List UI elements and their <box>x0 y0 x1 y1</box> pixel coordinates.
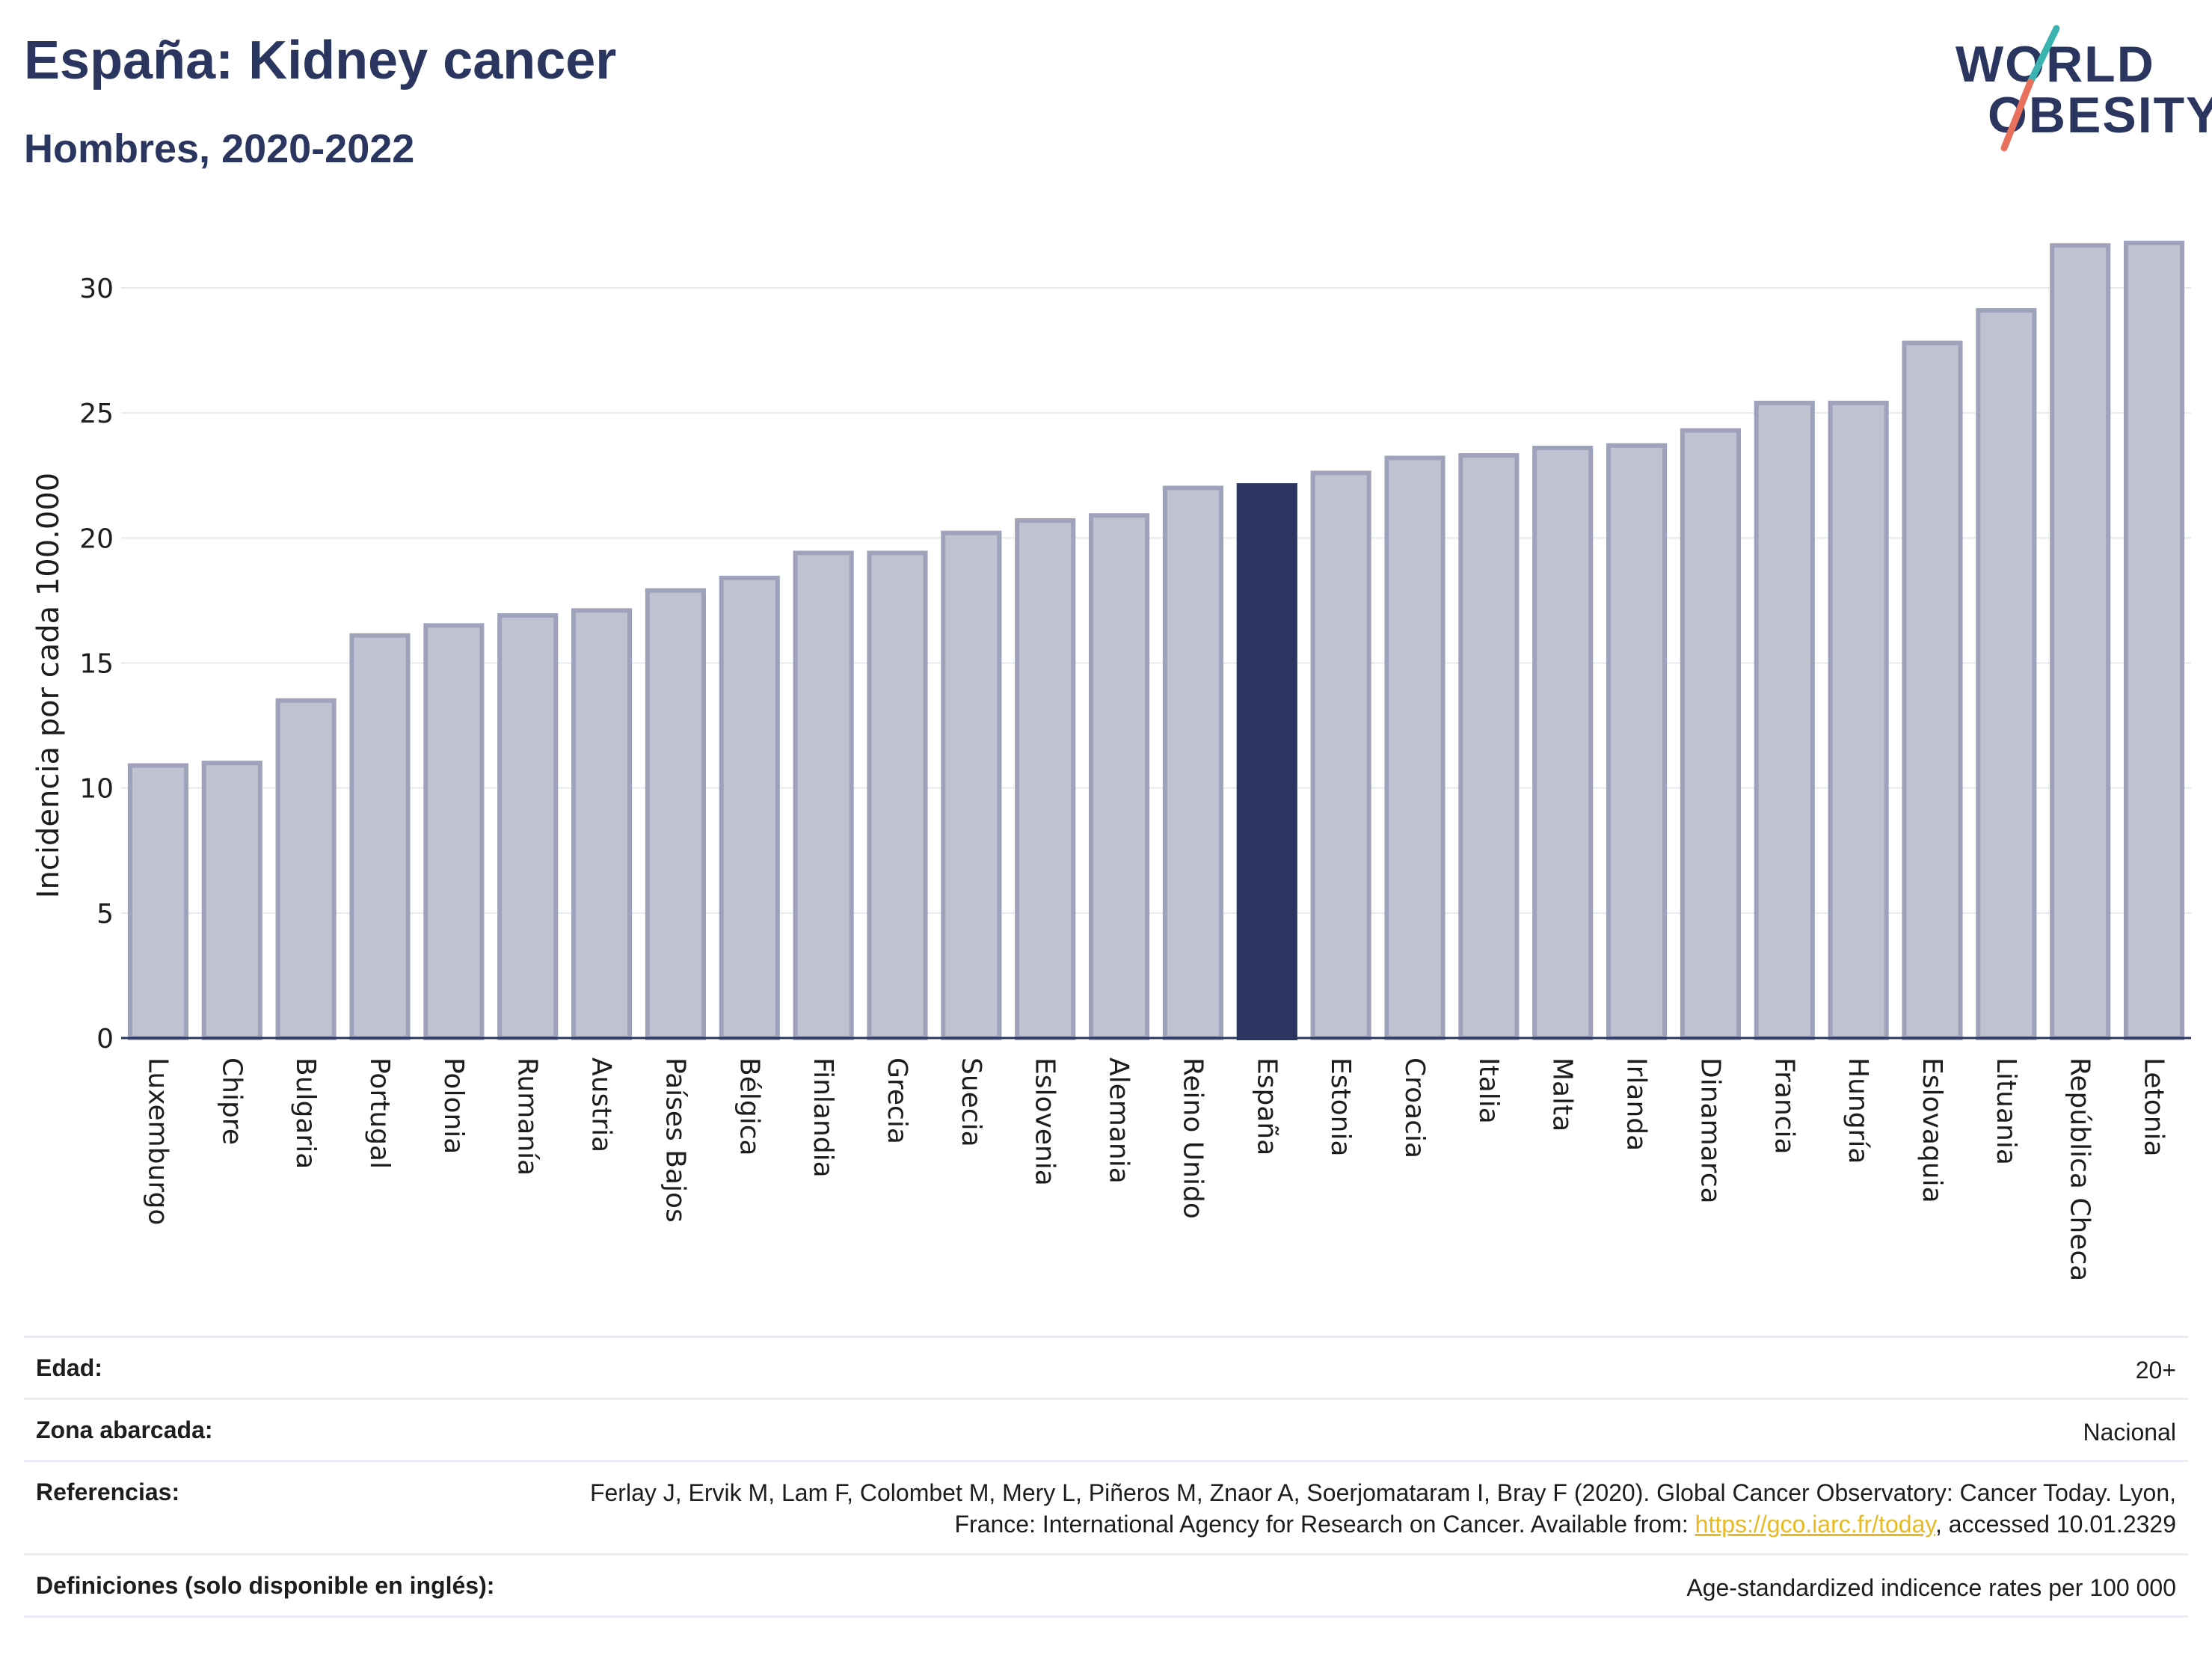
logo-line1: WORLD <box>1956 36 2155 93</box>
x-tick-label: Eslovenia <box>1030 1057 1060 1186</box>
x-tick-label: Malta <box>1547 1057 1578 1132</box>
x-tick-label: Polonia <box>438 1057 469 1154</box>
references-label: Referencias: <box>36 1479 180 1505</box>
y-tick-label: 15 <box>79 649 114 680</box>
bar[interactable] <box>2124 240 2185 1041</box>
y-tick-label: 10 <box>79 774 114 805</box>
x-tick-label: Bulgaria <box>290 1057 321 1169</box>
info-row-age: Edad: 20+ <box>24 1336 2188 1398</box>
info-row-definitions: Definiciones (solo disponible en inglés)… <box>24 1553 2188 1618</box>
bar[interactable] <box>571 608 633 1040</box>
info-table: Edad: 20+ Zona abarcada: Nacional Refere… <box>24 1336 2188 1618</box>
bar[interactable] <box>127 763 188 1040</box>
x-tick-label: Suecia <box>956 1057 986 1147</box>
bar[interactable] <box>1976 308 2037 1040</box>
definitions-value: Age-standardized indicence rates per 100… <box>1686 1574 2176 1601</box>
bar[interactable] <box>349 633 411 1040</box>
x-tick-label: España <box>1251 1057 1282 1155</box>
x-tick-label: Francia <box>1769 1057 1799 1155</box>
x-tick-label: Eslovaquia <box>1917 1057 1947 1203</box>
bar[interactable] <box>719 575 780 1040</box>
x-tick-label: Croacia <box>1399 1057 1430 1158</box>
x-tick-label: Dinamarca <box>1695 1057 1725 1204</box>
bar[interactable] <box>423 623 485 1040</box>
bar[interactable] <box>1680 428 1741 1040</box>
x-tick-label: Letonia <box>2139 1057 2169 1157</box>
bar[interactable] <box>275 698 337 1041</box>
bar[interactable] <box>1532 445 1594 1040</box>
x-tick-label: Rumanía <box>512 1057 543 1176</box>
x-tick-label: Finlandia <box>808 1057 838 1178</box>
bar[interactable] <box>1089 513 1150 1040</box>
x-tick-label: Grecia <box>882 1057 912 1144</box>
x-tick-label: Irlanda <box>1621 1057 1652 1151</box>
info-row-references: Referencias: Ferlay J, Ervik M, Lam F, C… <box>24 1460 2188 1553</box>
y-tick-label: 5 <box>96 899 114 930</box>
x-tick-label: Chipre <box>216 1057 247 1145</box>
x-tick-label: Portugal <box>364 1057 395 1169</box>
x-tick-label: Estonia <box>1325 1057 1356 1157</box>
x-tick-label: Alemania <box>1104 1057 1134 1184</box>
bar[interactable] <box>1828 400 1889 1040</box>
x-tick-label: Bélgica <box>734 1057 764 1156</box>
age-label: Edad: <box>36 1354 102 1381</box>
area-value: Nacional <box>2083 1419 2176 1446</box>
bar-chart: 0 5 10 15 20 25 30 Incidencia por cada 100.000 L… <box>31 240 2191 1281</box>
references-link[interactable]: https://gco.iarc.fr/today <box>1695 1511 1935 1538</box>
bar[interactable] <box>1236 483 1297 1040</box>
bar[interactable] <box>867 550 928 1041</box>
area-label: Zona abarcada: <box>36 1416 213 1443</box>
bar[interactable] <box>793 550 854 1041</box>
y-tick-label: 0 <box>96 1024 114 1054</box>
bar[interactable] <box>1015 518 1076 1040</box>
x-tick-label: Países Bajos <box>660 1057 690 1223</box>
y-tick-label: 30 <box>79 274 114 304</box>
bar[interactable] <box>941 530 1002 1040</box>
y-axis-title: Incidencia por cada 100.000 <box>31 473 66 899</box>
references-text: Ferlay J, Ervik M, Lam F, Colombet M, Me… <box>589 1479 2176 1538</box>
bar[interactable] <box>1162 485 1223 1040</box>
x-tick-label: Luxemburgo <box>142 1057 173 1225</box>
bar[interactable] <box>1754 400 1815 1040</box>
x-tick-label: Lituania <box>1991 1057 2021 1165</box>
bar[interactable] <box>1902 340 1963 1040</box>
x-tick-label: Reino Unido <box>1177 1057 1208 1219</box>
info-row-area: Zona abarcada: Nacional <box>24 1398 2188 1460</box>
y-tick-label: 25 <box>79 399 114 429</box>
bar[interactable] <box>1310 470 1371 1040</box>
bar[interactable] <box>1606 443 1668 1040</box>
bar[interactable] <box>497 612 559 1040</box>
x-tick-label: Hungría <box>1843 1057 1873 1164</box>
bar[interactable] <box>201 761 262 1040</box>
x-tick-label: República Checa <box>2065 1057 2095 1281</box>
bar[interactable] <box>1384 455 1446 1040</box>
bar[interactable] <box>2050 243 2111 1041</box>
x-tick-label: Austria <box>586 1057 617 1152</box>
references-value: Ferlay J, Ervik M, Lam F, Colombet M, Me… <box>531 1477 2176 1540</box>
bar[interactable] <box>645 588 706 1040</box>
y-tick-label: 20 <box>79 523 114 554</box>
world-obesity-logo: WORLD OBESITY <box>1944 22 2212 165</box>
definitions-label: Definiciones (solo disponible en inglés)… <box>36 1572 495 1599</box>
x-tick-label: Italia <box>1473 1057 1504 1124</box>
chart-title: España: Kidney cancer <box>24 31 617 90</box>
bar[interactable] <box>1458 453 1520 1040</box>
logo-slash-icon <box>2000 25 2060 152</box>
chart-subtitle: Hombres, 2020-2022 <box>24 126 415 171</box>
references-accessed: , accessed 10.01.2329 <box>1935 1511 2176 1538</box>
age-value: 20+ <box>2135 1357 2176 1384</box>
